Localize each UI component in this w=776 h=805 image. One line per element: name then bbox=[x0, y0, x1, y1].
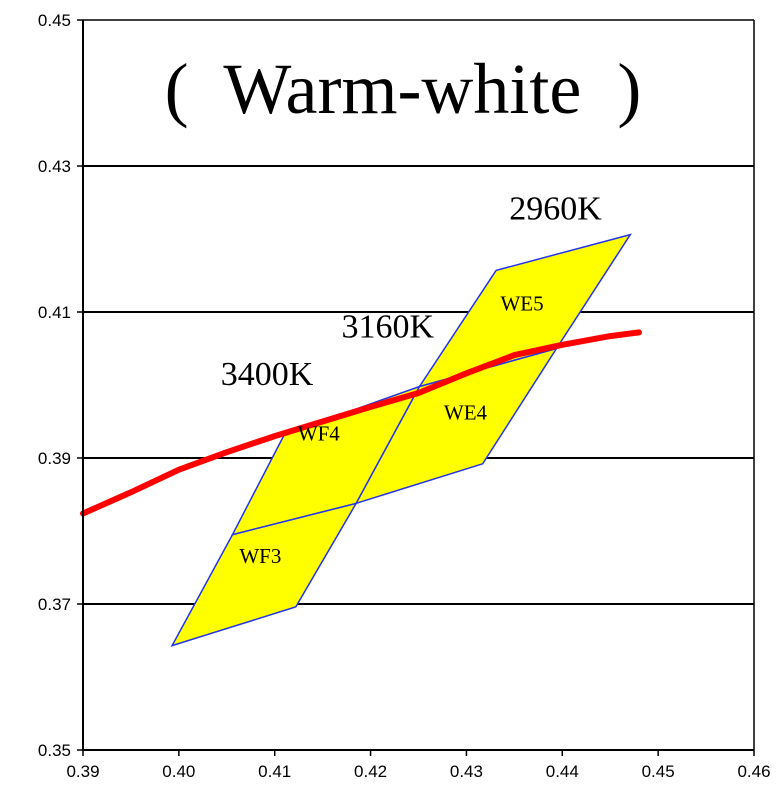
tick-labels: 0.39 0.40 0.41 0.42 0.43 0.44 0.45 0.46 0.45 0.43… bbox=[38, 11, 771, 781]
y-tick-label-5: 0.35 bbox=[38, 741, 71, 760]
cct-label-3160k: 3160K bbox=[342, 309, 435, 346]
x-tick-label-6: 0.45 bbox=[642, 762, 675, 781]
x-tick-label-0: 0.39 bbox=[66, 762, 99, 781]
x-tick-label-7: 0.46 bbox=[737, 762, 770, 781]
chart-title: ( Warm-white ) bbox=[165, 49, 642, 129]
bin-region-we5 bbox=[417, 233, 632, 388]
bin-label-wf3: WF3 bbox=[239, 544, 281, 568]
bin-label-we4: WE4 bbox=[444, 400, 488, 424]
x-tick-label-3: 0.42 bbox=[354, 762, 387, 781]
bin-label-we5: WE5 bbox=[500, 292, 543, 316]
x-tick-label-5: 0.44 bbox=[546, 762, 579, 781]
bin-label-wf4: WF4 bbox=[298, 421, 341, 445]
cct-label-2960k: 2960K bbox=[509, 190, 602, 227]
x-tick-label-2: 0.41 bbox=[258, 762, 291, 781]
cct-label-3400k: 3400K bbox=[221, 356, 314, 393]
y-tick-label-2: 0.41 bbox=[38, 303, 71, 322]
plot-frame bbox=[82, 19, 755, 751]
annotations: WF3 WF4 WE4 WE5 3400K 3160K 2960K bbox=[221, 190, 603, 568]
locus-line bbox=[80, 329, 642, 517]
planckian-locus bbox=[80, 329, 642, 517]
x-tick-label-1: 0.40 bbox=[162, 762, 195, 781]
y-tick-label-0: 0.45 bbox=[38, 11, 71, 30]
y-tick-label-1: 0.43 bbox=[38, 157, 71, 176]
y-tick-label-3: 0.39 bbox=[38, 449, 71, 468]
y-tick-label-4: 0.37 bbox=[38, 595, 71, 614]
x-tick-label-4: 0.43 bbox=[450, 762, 483, 781]
